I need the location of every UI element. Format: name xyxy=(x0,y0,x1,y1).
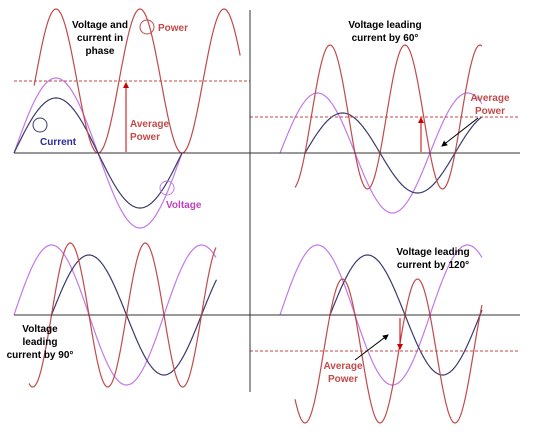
caption: Voltage and current in phase xyxy=(72,20,128,57)
caption-line: current by 120° xyxy=(397,260,469,271)
marker-circle xyxy=(159,180,175,196)
waveform xyxy=(279,244,483,386)
waveform xyxy=(304,112,483,194)
label: Current xyxy=(40,137,77,148)
label: Voltage xyxy=(166,200,202,211)
marker-circle xyxy=(139,19,155,35)
waveforms xyxy=(13,8,520,424)
waveform xyxy=(294,278,483,424)
waveform xyxy=(33,8,241,154)
caption-line: Voltage leading xyxy=(348,20,421,31)
caption-line: Voltage leading xyxy=(396,247,469,258)
label: Power xyxy=(130,132,160,143)
waveform xyxy=(28,242,217,388)
caption-line: Voltage xyxy=(22,324,58,335)
caption-line: phase xyxy=(86,46,115,57)
label: Power xyxy=(328,374,358,385)
caption-line: current by 90° xyxy=(7,350,74,361)
caption-line: current by 60° xyxy=(352,33,419,44)
arrow xyxy=(354,334,389,361)
label: Power xyxy=(475,106,505,117)
label: Average xyxy=(470,93,510,104)
marker-circle xyxy=(32,117,48,133)
arrow xyxy=(441,117,479,147)
waveform xyxy=(279,92,483,214)
label: Power xyxy=(158,23,188,34)
label: Average xyxy=(323,361,363,372)
waveform xyxy=(294,44,483,190)
caption-line: Voltage and xyxy=(72,20,128,31)
caption-line: leading xyxy=(22,337,57,348)
label: Average xyxy=(130,119,170,130)
caption-line: current in xyxy=(77,33,123,44)
waveform xyxy=(13,244,217,386)
waveform xyxy=(329,254,483,376)
